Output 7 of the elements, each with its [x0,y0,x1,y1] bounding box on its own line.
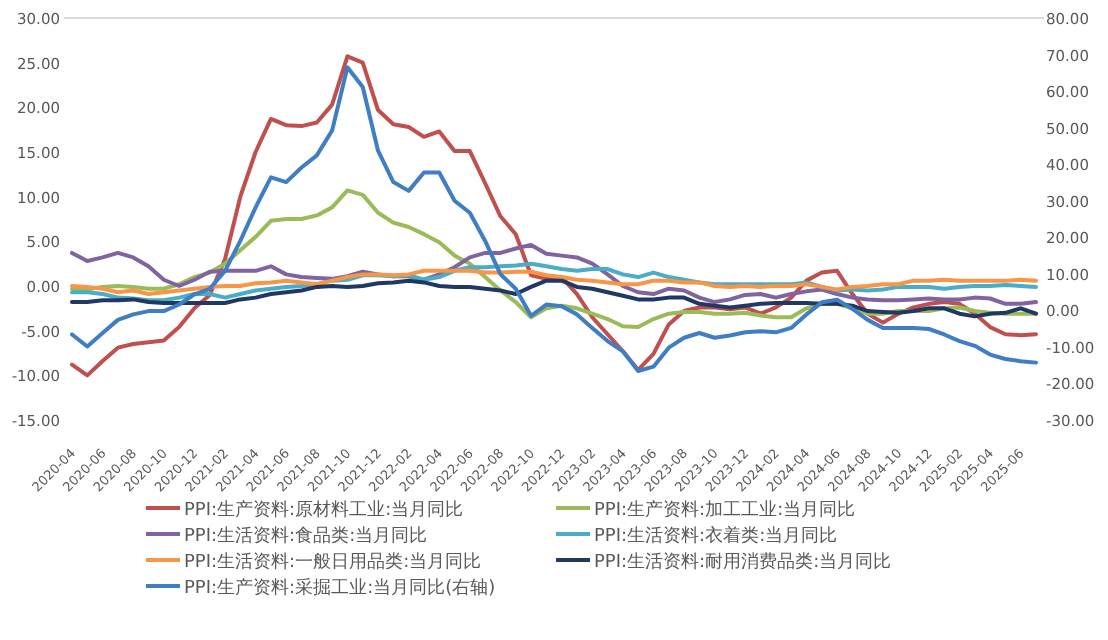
legend-label: PPI:生活资料:一般日用品类:当月同比 [184,551,482,573]
legend-label: PPI:生产资料:原材料工业:当月同比 [184,499,464,521]
legend-label: PPI:生产资料:加工工业:当月同比 [594,499,856,521]
legend-label: PPI:生活资料:衣着类:当月同比 [594,525,838,547]
legend-label: PPI:生活资料:食品类:当月同比 [184,525,428,547]
legend-label: PPI:生产资料:采掘工业:当月同比(右轴) [184,577,496,599]
legend-label: PPI:生活资料:耐用消费品类:当月同比 [594,551,892,573]
